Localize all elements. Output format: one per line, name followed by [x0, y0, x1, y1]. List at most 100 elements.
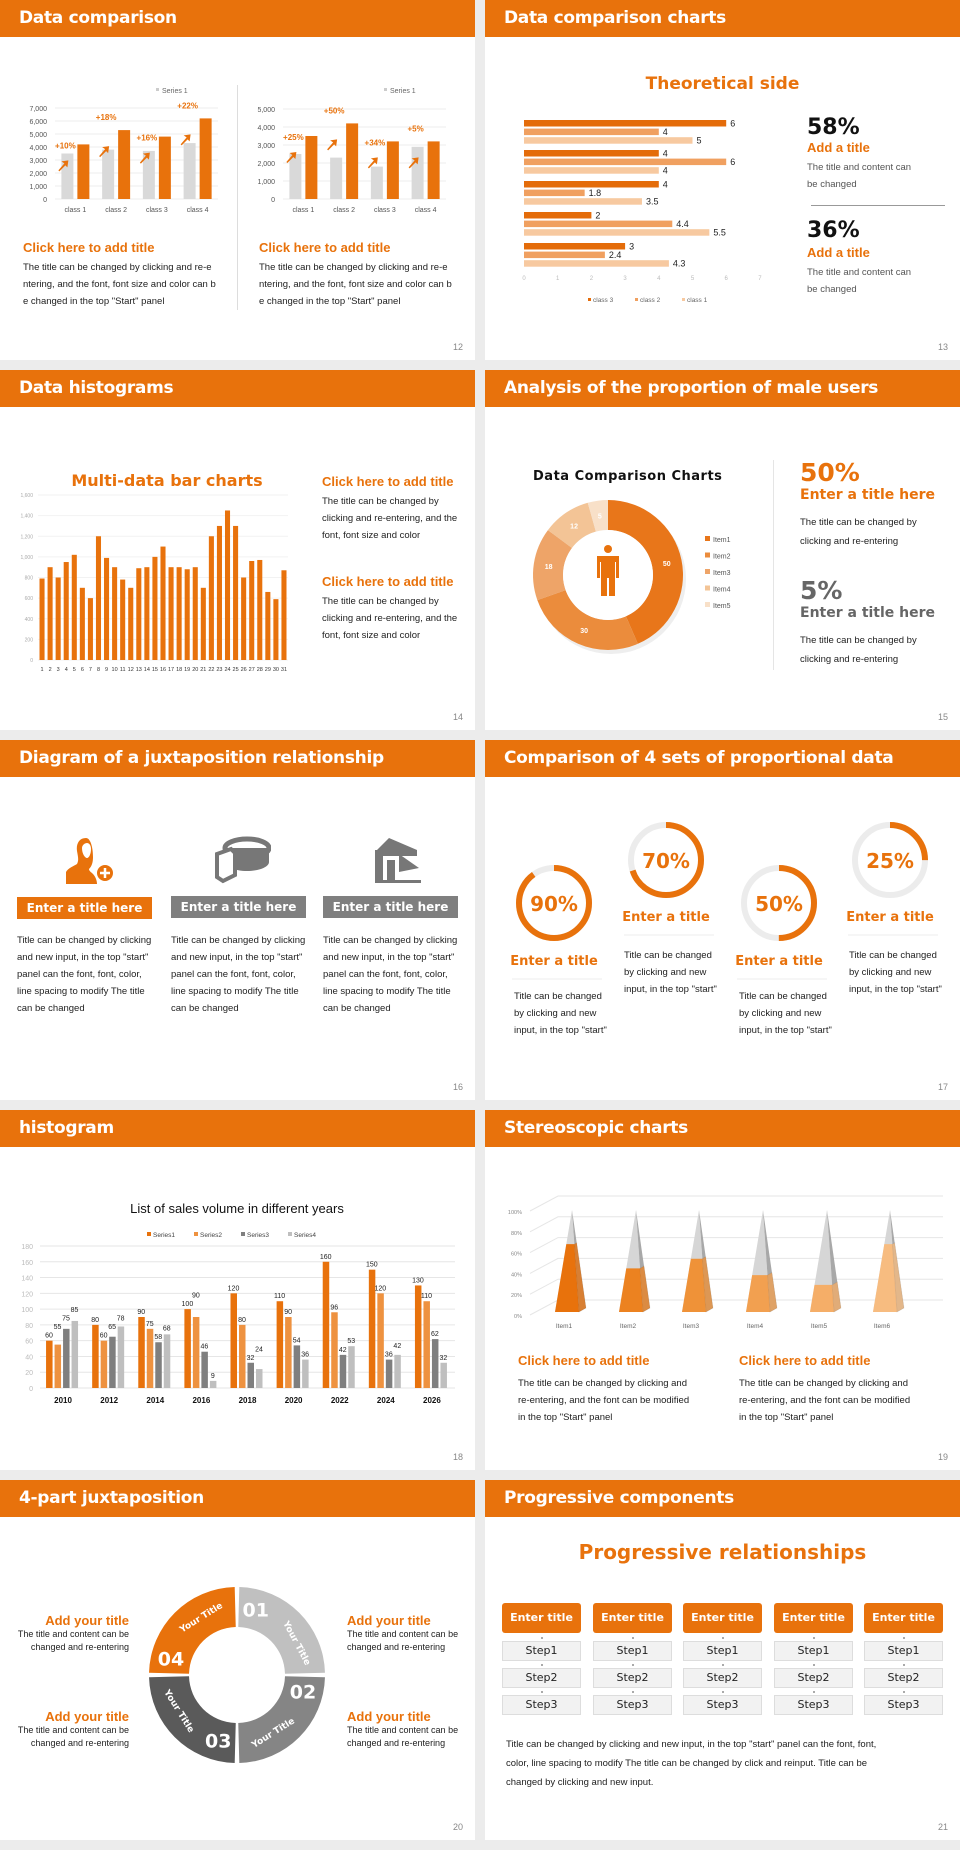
step-box[interactable]: Step1 [864, 1641, 943, 1661]
bar [71, 1320, 79, 1388]
step-box[interactable]: Step3 [683, 1695, 762, 1715]
bar [102, 149, 115, 199]
step-box[interactable]: Step1 [502, 1641, 581, 1661]
data-label: 54 [293, 1337, 301, 1344]
item-title-button[interactable]: Enter a title here [323, 896, 458, 918]
slide-20[interactable]: 4-part juxtaposition 01 Your Title 02 Your … [0, 1480, 475, 1840]
block-heading[interactable]: Click here to add title [322, 474, 454, 489]
slide-17[interactable]: Comparison of 4 sets of proportional dat… [485, 740, 960, 1100]
item-heading[interactable]: Enter a title [846, 910, 934, 925]
step-box[interactable]: Step1 [774, 1641, 853, 1661]
stat-value: 5% [800, 576, 843, 605]
ring-value: 90% [530, 892, 578, 916]
bar [184, 569, 190, 660]
stat-value: 58% [807, 115, 860, 140]
column-title-button[interactable]: Enter title [774, 1603, 853, 1633]
body-line: by clicking and new [849, 967, 932, 978]
block-heading[interactable]: Click here to add title [259, 240, 391, 255]
bar [346, 123, 359, 199]
growth-label: +25% [283, 133, 304, 142]
step-box[interactable]: Step2 [593, 1668, 672, 1688]
slide-title: Progressive components [485, 1480, 960, 1517]
item-title-button[interactable]: Enter a title here [171, 896, 306, 918]
item-heading[interactable]: Enter a title [510, 954, 598, 969]
item-heading[interactable]: Enter a title [735, 954, 823, 969]
slide-18[interactable]: histogram List of sales volume in differ… [0, 1110, 475, 1470]
slide-15[interactable]: Analysis of the proportion of male users… [485, 370, 960, 730]
stat-heading[interactable]: Enter a title here [800, 605, 936, 621]
y-tick-label: 7,000 [29, 106, 47, 113]
step-box[interactable]: Step2 [502, 1668, 581, 1688]
body-line: The title can be changed by clicking and [518, 1378, 687, 1389]
cycle-segment [149, 1676, 236, 1763]
data-label: 4 [663, 149, 668, 159]
step-box[interactable]: Step1 [683, 1641, 762, 1661]
bar [331, 1312, 338, 1388]
stat-heading[interactable]: Enter a title here [800, 487, 936, 503]
step-box[interactable]: Step3 [864, 1695, 943, 1715]
column-title-button[interactable]: Enter title [593, 1603, 672, 1633]
column-title-button[interactable]: Enter title [864, 1603, 943, 1633]
step-box[interactable]: Step3 [774, 1695, 853, 1715]
block-heading[interactable]: Add your title [347, 1709, 431, 1724]
body-line: line spacing to modify The title [171, 986, 299, 997]
item-title-button[interactable]: Enter a title here [17, 897, 152, 919]
y-tick-label: 0 [29, 1386, 33, 1393]
body-line: e changed in the top "Start" panel [23, 296, 165, 307]
horizontal-bar-chart: 0 1 2 3 4 5 6 7 6 4 5 4 6 4 4 1.8 3.5 2 4.4 5.5 3 2.4 4.3 class… [522, 119, 762, 305]
slide-13[interactable]: Data comparison charts Theoretical side … [485, 0, 960, 360]
block-heading[interactable]: Add your title [45, 1709, 129, 1724]
data-label: 62 [431, 1331, 439, 1338]
y-tick-label: 1,400 [20, 514, 33, 520]
column-title-button[interactable]: Enter title [683, 1603, 762, 1633]
step-box[interactable]: Step2 [864, 1668, 943, 1688]
x-tick-label: 5 [73, 667, 76, 673]
step-box[interactable]: Step2 [774, 1668, 853, 1688]
donut-chart: 50 Item1 30 Item2 18 Item3 12 Item4 5 Item5 [533, 500, 731, 654]
head [604, 545, 612, 553]
body-line: in the top "Start" panel [739, 1412, 834, 1423]
step-box[interactable]: Step3 [502, 1695, 581, 1715]
step-box[interactable]: Step1 [593, 1641, 672, 1661]
slide-19[interactable]: Stereoscopic charts 0% 20% 40% 60% 80% 100% It… [485, 1110, 960, 1470]
block-heading[interactable]: Click here to add title [322, 574, 454, 589]
step-box[interactable]: Step2 [683, 1668, 762, 1688]
data-label: 3.5 [646, 197, 659, 207]
stat-heading[interactable]: Add a title [807, 245, 870, 260]
legend-swatch [705, 536, 710, 541]
data-label: 53 [347, 1338, 355, 1345]
bar [302, 1359, 309, 1388]
data-label: 80 [238, 1317, 246, 1324]
slide-14[interactable]: Data histograms Multi-data bar charts 0 2… [0, 370, 475, 730]
connector-dot [541, 1691, 543, 1693]
body-line: The title and content can be [17, 1629, 129, 1639]
block-heading[interactable]: Add your title [347, 1613, 431, 1628]
bar [394, 1354, 401, 1388]
x-tick-label: 6 [81, 667, 84, 673]
slide-16[interactable]: Diagram of a juxtaposition relationship … [0, 740, 475, 1100]
step-box[interactable]: Step3 [593, 1695, 672, 1715]
bar [160, 546, 166, 660]
slide-21[interactable]: Progressive components Progressive relat… [485, 1480, 960, 1840]
block-heading[interactable]: Click here to add title [518, 1353, 650, 1368]
data-label: 96 [330, 1304, 338, 1311]
bar [289, 154, 302, 199]
block-heading[interactable]: Click here to add title [739, 1353, 871, 1368]
x-tick-label: 18 [176, 667, 182, 673]
slide-12[interactable]: Data comparison 0 1,000 2,000 3,000 4,000 5,0… [0, 0, 475, 360]
growth-label: +16% [137, 134, 158, 143]
block-heading[interactable]: Click here to add title [23, 240, 155, 255]
bar [524, 251, 605, 259]
block-heading[interactable]: Add your title [45, 1613, 129, 1628]
bar [201, 1351, 208, 1388]
column-title-button[interactable]: Enter title [502, 1603, 581, 1633]
stat-heading[interactable]: Add a title [807, 140, 870, 155]
y-tick-label: 160 [21, 1260, 33, 1267]
data-label: 36 [301, 1352, 309, 1359]
growth-label: +18% [96, 113, 117, 122]
x-tick-label: 31 [281, 667, 287, 673]
item-heading[interactable]: Enter a title [622, 910, 710, 925]
slide-title: Comparison of 4 sets of proportional dat… [485, 740, 960, 777]
x-tick-label: 6 [725, 276, 729, 282]
x-tick-label: class 4 [415, 207, 437, 214]
